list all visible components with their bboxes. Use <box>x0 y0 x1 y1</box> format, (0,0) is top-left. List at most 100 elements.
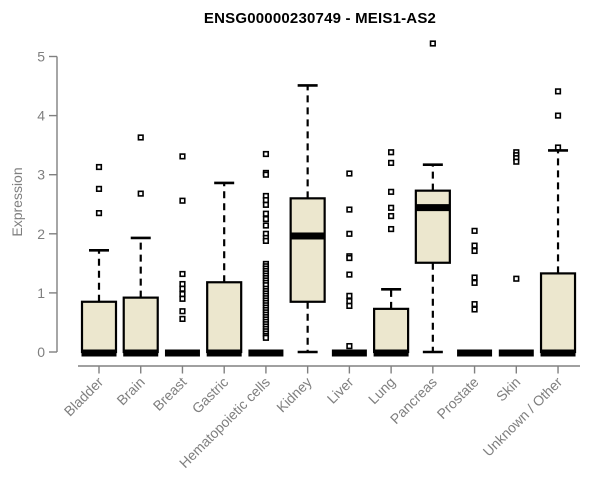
outlier-point <box>179 285 186 292</box>
box-group <box>373 149 410 357</box>
y-tick-label: 2 <box>37 226 45 242</box>
outlier-point <box>95 210 103 217</box>
outlier-point <box>471 274 478 281</box>
iqr-box <box>206 281 243 354</box>
median-line <box>457 349 493 357</box>
outlier-point <box>179 153 186 160</box>
median-line <box>164 349 200 357</box>
median-line <box>248 349 284 357</box>
x-tick-label: Brain <box>113 374 147 408</box>
outlier-point <box>471 227 478 234</box>
outlier-point <box>179 290 186 298</box>
box-group <box>331 170 367 357</box>
y-tick-label: 0 <box>37 344 45 360</box>
box-group <box>414 40 451 354</box>
median-line <box>331 349 367 357</box>
outlier-point <box>95 163 103 171</box>
median-line <box>373 349 409 357</box>
outlier-point <box>137 134 144 141</box>
outlier-point <box>346 298 353 305</box>
outlier-point <box>346 230 353 237</box>
x-tick-label: Kidney <box>273 374 315 416</box>
iqr-box <box>122 296 159 354</box>
outlier-point <box>179 270 186 278</box>
y-tick-label: 5 <box>37 49 45 65</box>
outlier-point <box>346 254 353 262</box>
outlier-point <box>471 242 478 249</box>
outlier-point <box>179 295 186 302</box>
outlier-point <box>262 171 270 178</box>
chart-title: ENSG00000230749 - MEIS1-AS2 <box>203 10 437 27</box>
outlier-point <box>513 275 520 282</box>
box-group <box>457 227 493 357</box>
outlier-point <box>179 308 186 315</box>
outlier-point <box>388 204 395 211</box>
outlier-point <box>262 150 270 158</box>
outlier-point <box>388 149 395 156</box>
box-group <box>80 163 118 357</box>
box-group <box>289 84 326 354</box>
x-tick-label: Liver <box>324 374 357 407</box>
outlier-point <box>137 190 144 197</box>
median-line <box>540 349 576 357</box>
iqr-box <box>289 197 326 303</box>
box-group <box>206 181 243 357</box>
outlier-point <box>554 112 562 119</box>
box-group <box>122 134 159 357</box>
outlier-point <box>346 206 353 213</box>
iqr-box <box>373 307 410 354</box>
iqr-box <box>414 189 451 264</box>
outlier-point <box>262 222 270 229</box>
x-tick-label: Bladder <box>61 374 107 420</box>
outlier-point <box>262 334 270 341</box>
outlier-point <box>346 271 353 278</box>
outlier-point <box>471 301 478 308</box>
y-tick-label: 4 <box>37 108 45 124</box>
box-group <box>539 88 577 357</box>
y-tick-label: 1 <box>37 285 45 301</box>
median-line <box>290 232 326 240</box>
median-line <box>123 349 159 357</box>
box-group <box>164 153 200 357</box>
iqr-box <box>80 300 118 354</box>
outlier-point <box>554 144 562 151</box>
outlier-point <box>262 215 270 223</box>
outlier-point <box>346 170 353 177</box>
outlier-point <box>471 306 478 313</box>
median-line <box>415 204 451 212</box>
outlier-point <box>388 212 395 220</box>
x-tick-label: Breast <box>150 374 190 414</box>
outlier-point <box>554 88 562 95</box>
outlier-point <box>262 237 270 244</box>
outlier-point <box>262 201 270 208</box>
outlier-point <box>388 225 395 233</box>
outlier-point <box>388 188 395 195</box>
x-tick-label: Unknown / Other <box>480 374 566 460</box>
outlier-point <box>262 210 270 217</box>
median-line <box>206 349 242 357</box>
outlier-point <box>471 247 478 255</box>
outlier-point <box>179 197 186 204</box>
median-line <box>81 349 117 357</box>
outlier-point <box>513 158 520 165</box>
outlier-point <box>95 185 103 192</box>
outlier-point <box>262 197 270 204</box>
outlier-point <box>346 342 353 350</box>
iqr-box <box>539 272 577 354</box>
x-tick-label: Lung <box>365 374 398 407</box>
outlier-point <box>179 315 186 323</box>
outlier-point <box>346 292 353 299</box>
y-axis: 0 1 2 3 4 5 <box>37 49 58 360</box>
x-tick-label: Prostate <box>434 374 482 422</box>
box-group <box>498 149 534 357</box>
outlier-point <box>429 40 436 47</box>
median-line <box>498 349 534 357</box>
x-tick-label: Skin <box>493 374 524 405</box>
outlier-point <box>388 159 395 166</box>
outlier-point <box>471 279 478 286</box>
y-tick-label: 3 <box>37 167 45 183</box>
box-group <box>248 150 284 357</box>
